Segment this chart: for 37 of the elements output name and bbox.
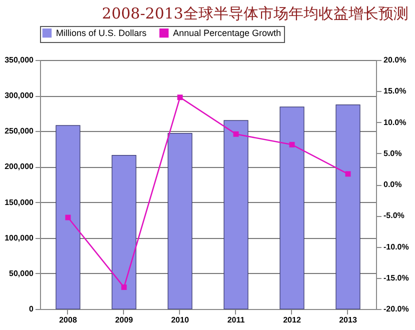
y-tick-label: 50,000 xyxy=(9,268,34,278)
y2-tick-label: 0.0% xyxy=(384,180,402,189)
bar xyxy=(56,125,80,310)
y2-tick-label: -15.0% xyxy=(384,273,409,282)
legend-label: Millions of U.S. Dollars xyxy=(56,28,148,38)
bar xyxy=(280,106,304,310)
point xyxy=(233,131,239,137)
y2-tick-label: 20.0% xyxy=(384,56,406,64)
point xyxy=(177,94,183,100)
y-tick-label: 200,000 xyxy=(4,162,34,172)
x-tick-label: 2011 xyxy=(227,316,246,324)
point xyxy=(345,171,351,177)
point xyxy=(121,284,127,290)
bar xyxy=(336,104,360,310)
y-tick-label: 0 xyxy=(29,304,34,314)
y-tick-label: 250,000 xyxy=(4,126,34,136)
x-tick-label: 2013 xyxy=(339,316,358,324)
x-tick-label: 2010 xyxy=(171,316,190,324)
x-tick-label: 2009 xyxy=(115,316,134,324)
y-tick-label: 150,000 xyxy=(4,198,34,207)
y-tick-label: 350,000 xyxy=(4,56,34,64)
y2-tick-label: -20.0% xyxy=(384,304,409,314)
y2-tick-label: -10.0% xyxy=(384,242,409,252)
y2-tick-label: 5.0% xyxy=(384,148,402,158)
y2-tick-label: -5.0% xyxy=(384,211,404,220)
y-tick-label: 100,000 xyxy=(4,233,34,242)
y2-tick-label: 15.0% xyxy=(384,86,406,96)
x-tick-label: 2008 xyxy=(59,316,78,324)
y2-tick-label: 10.0% xyxy=(384,118,406,127)
bar xyxy=(112,155,136,310)
chart-title: 2008-2013全球半导体市场年均收益增长预测 xyxy=(102,4,408,22)
bar xyxy=(224,120,248,310)
point xyxy=(289,142,295,148)
x-tick-label: 2012 xyxy=(283,316,302,324)
y-tick-label: 300,000 xyxy=(4,91,34,100)
legend-label: Annual Percentage Growth xyxy=(173,28,282,38)
bar xyxy=(168,132,192,310)
